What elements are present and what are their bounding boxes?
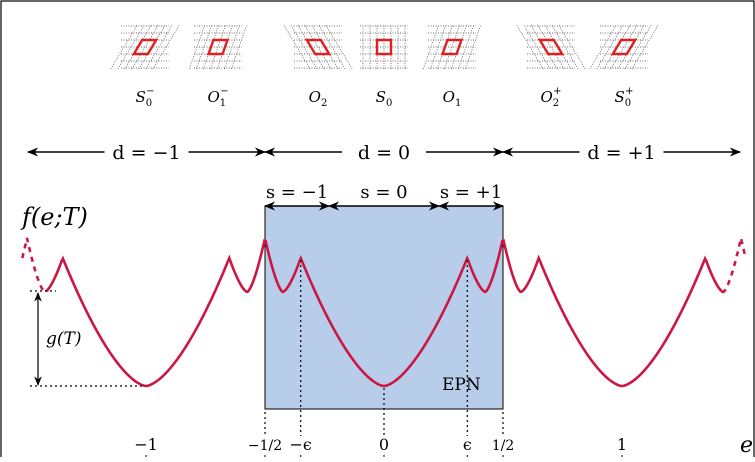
lattice-1: O1− [188, 24, 248, 109]
tick-label-1: −1/2 [248, 438, 282, 454]
tick-label-6: 1 [617, 435, 627, 454]
lattice-label-4: O1 [443, 88, 462, 109]
lattice-cell-5 [537, 38, 565, 56]
lattice-6: S0+ [589, 24, 659, 109]
lattice-cell-4 [440, 38, 464, 56]
lattice-cell-1 [206, 38, 230, 56]
lattice-cell-6 [610, 38, 638, 56]
energy-curve-right-continuation [721, 237, 748, 294]
s-label-1: s = 0 [360, 182, 407, 203]
axis-label: e [740, 433, 753, 457]
energy-curve [45, 238, 723, 388]
s-domain-arrows: s = −1 s = 0 s = +1 [263, 182, 505, 211]
tick-label-3: 0 [379, 435, 389, 454]
lattice-0: S0− [110, 24, 180, 109]
tick-label-0: −1 [134, 435, 158, 454]
d-label-2: d = +1 [587, 142, 655, 164]
function-label: f(e;T) [20, 203, 88, 231]
tick-label-5: 1/2 [492, 438, 515, 454]
lattice-label-2: O2 [309, 88, 328, 109]
lattice-cell-2 [304, 38, 332, 56]
d-domain-arrows: d = −1 d = 0 d = +1 [26, 142, 742, 164]
lattice-5: O2+ [516, 24, 586, 109]
lattice-2: O2 [283, 24, 353, 109]
lattice-label-0: S0− [135, 86, 154, 109]
lattice-label-3: S0 [376, 88, 393, 109]
axis-ticks: −1 −1/2 −ϵ 0 ϵ 1/2 1 [134, 435, 627, 460]
tick-label-2: −ϵ [290, 435, 312, 454]
lattice-label-5: O2+ [540, 86, 561, 109]
lattice-4: O1 [422, 24, 482, 109]
lattice-thumbnails: S0− O1− O2 S0 O1 O2+ S0+ [110, 24, 659, 109]
epn-label: EPN [442, 375, 481, 395]
lattice-cell-3 [375, 38, 393, 56]
lattice-label-6: S0+ [614, 86, 633, 109]
dotted-guides [30, 260, 504, 436]
d-label-1: d = 0 [358, 142, 410, 164]
lattice-3: S0 [360, 25, 408, 109]
lattice-cell-0 [131, 38, 159, 56]
energy-curve-left-continuation [20, 237, 47, 294]
tick-label-4: ϵ [463, 435, 472, 454]
s-label-0: s = −1 [266, 182, 328, 203]
g-label: g(T) [46, 329, 82, 349]
s-label-2: s = +1 [440, 182, 502, 203]
d-label-0: d = −1 [112, 142, 180, 164]
lattice-label-1: O1− [207, 86, 228, 109]
